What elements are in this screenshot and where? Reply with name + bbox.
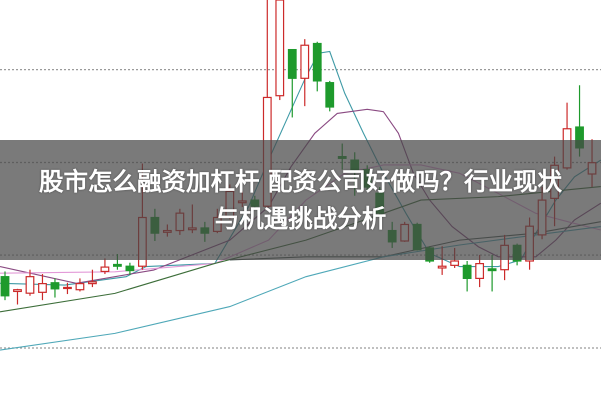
candle-body: [113, 263, 122, 267]
candle-body: [300, 44, 310, 79]
candle-body: [38, 283, 47, 293]
candle: [50, 278, 60, 298]
candle-body: [0, 276, 10, 297]
candle-body: [88, 281, 97, 285]
candle-body: [437, 265, 447, 269]
candle-body: [325, 82, 335, 108]
candle-body: [487, 268, 497, 272]
candle-body: [462, 264, 472, 280]
candle: [100, 258, 110, 275]
title-line-2: 与机遇挑战分析: [214, 204, 387, 233]
candle-body: [100, 266, 110, 273]
candle: [88, 269, 97, 288]
candle: [25, 269, 35, 296]
candle: [13, 288, 22, 305]
candle-body: [275, 0, 285, 97]
candle: [38, 274, 47, 301]
candle-body: [125, 265, 135, 272]
candle: [275, 0, 285, 101]
candle: [487, 254, 497, 292]
candle: [75, 278, 85, 292]
candle: [300, 39, 310, 107]
candle: [312, 41, 322, 92]
candle: [125, 262, 135, 275]
candle: [63, 282, 72, 295]
candle: [0, 271, 10, 301]
candle-body: [13, 289, 22, 293]
candle: [325, 80, 335, 112]
candle-body: [287, 48, 297, 79]
candle: [462, 261, 472, 292]
candle-body: [475, 263, 485, 279]
candle-body: [75, 283, 85, 291]
title-banner: 股市怎么融资加杠杆 配资公司好做吗？行业现状 与机遇挑战分析: [0, 140, 601, 260]
candle-body: [312, 42, 322, 82]
candle-body: [25, 276, 35, 294]
candle-body: [50, 282, 60, 290]
candle: [287, 48, 297, 118]
candle-body: [63, 286, 72, 290]
title-line-1: 股市怎么融资加杠杆 配资公司好做吗？行业现状: [38, 167, 563, 196]
candle-body: [450, 260, 460, 266]
